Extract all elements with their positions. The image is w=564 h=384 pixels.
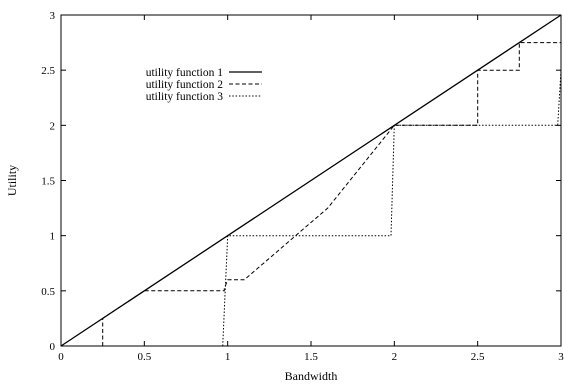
y-axis-label: Utility [5,165,19,196]
y-tick-label: 0.5 [41,286,55,298]
series-line-3 [223,70,561,346]
x-tick-label: 0.5 [137,351,151,363]
legend-label-3: utility function 3 [146,91,224,103]
x-axis-label: Bandwidth [285,369,338,383]
x-tick-label: 0 [58,351,64,363]
x-tick-label: 1.5 [304,351,318,363]
y-tick-label: 2.5 [41,65,55,77]
y-tick-label: 3 [50,10,56,22]
y-axis-ticks: 0 0.5 1 1.5 2 2.5 3 [41,10,561,353]
y-tick-label: 2 [50,120,56,132]
x-tick-label: 3 [558,351,564,363]
x-axis-ticks: 0 0.5 1 1.5 2 2.5 3 [58,15,564,363]
x-tick-label: 2.5 [471,351,485,363]
y-tick-label: 1.5 [41,176,55,188]
y-tick-label: 1 [50,231,56,243]
plot-lines [61,15,561,346]
y-tick-label: 0 [50,341,56,353]
legend-label-1: utility function 1 [146,67,224,79]
legend-label-2: utility function 2 [146,79,224,91]
x-tick-label: 2 [392,351,398,363]
x-tick-label: 1 [225,351,231,363]
